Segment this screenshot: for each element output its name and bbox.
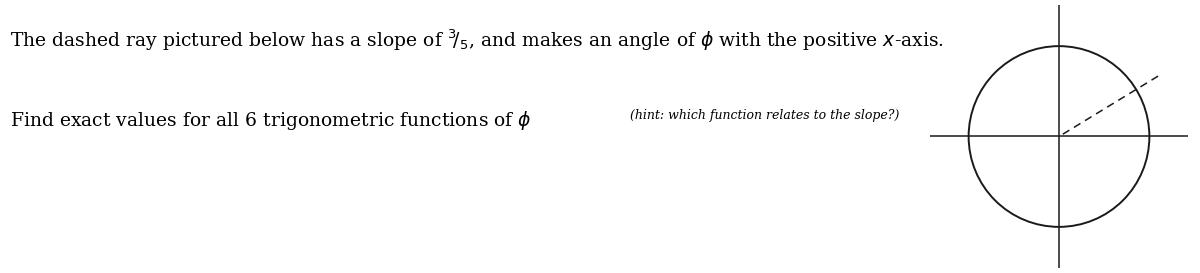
Text: (hint: which function relates to the slope?): (hint: which function relates to the slo… <box>630 109 899 122</box>
Text: Find exact values for all 6 trigonometric functions of $\phi$: Find exact values for all 6 trigonometri… <box>10 109 532 132</box>
Text: The dashed ray pictured below has a slope of $^3\!/_5$, and makes an angle of $\: The dashed ray pictured below has a slop… <box>10 27 943 53</box>
